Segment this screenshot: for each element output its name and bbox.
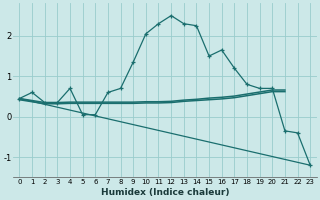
X-axis label: Humidex (Indice chaleur): Humidex (Indice chaleur)	[100, 188, 229, 197]
